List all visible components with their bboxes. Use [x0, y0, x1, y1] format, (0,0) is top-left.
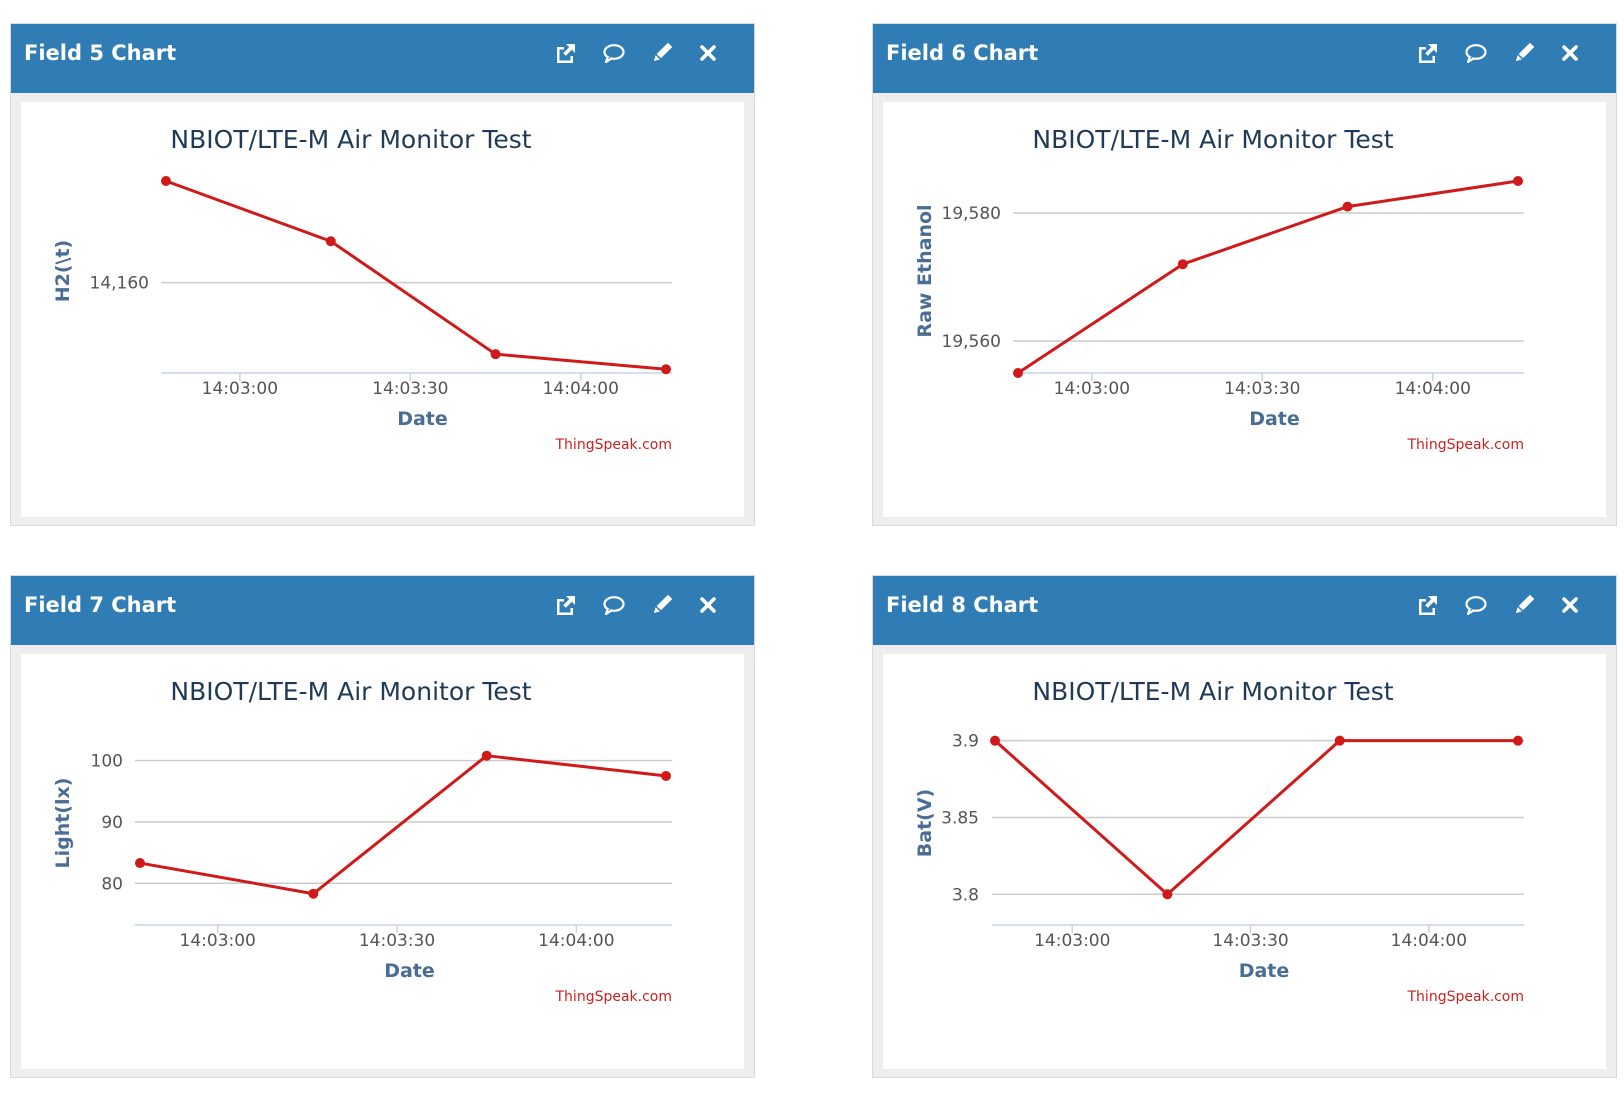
thingspeak-credit: ThingSpeak.com	[555, 437, 673, 453]
x-tick-label: 14:03:30	[359, 931, 435, 951]
x-axis-title: Date	[384, 960, 435, 982]
chart-title: NBIOT/LTE-M Air Monitor Test	[1032, 677, 1393, 706]
data-point	[1162, 889, 1173, 900]
x-tick-label: 14:04:00	[538, 931, 614, 951]
field-7-widget: Field 7 Chart NBIOT/LTE-M Air Monitor Te…	[10, 575, 755, 1078]
data-point	[661, 364, 671, 375]
comment-icon[interactable]	[1461, 590, 1491, 620]
data-point	[1177, 259, 1188, 270]
y-axis-title: H2(\t)	[52, 240, 74, 303]
field-5-widget: Field 5 Chart NBIOT/LTE-M Air Monitor Te…	[10, 23, 755, 526]
x-tick-label: 14:03:30	[372, 379, 448, 399]
series-line	[1017, 179, 1519, 375]
data-point	[1342, 201, 1353, 212]
data-point	[135, 858, 145, 869]
chart-panel: NBIOT/LTE-M Air Monitor Test 80 90 100 14:03…	[21, 654, 744, 1069]
x-axis-title: Date	[397, 408, 448, 430]
data-point	[308, 888, 319, 899]
widget-header: Field 8 Chart	[873, 576, 1616, 645]
pencil-icon[interactable]	[647, 590, 677, 620]
y-tick-label: 19,580	[942, 204, 1001, 224]
y-tick-label: 90	[101, 813, 123, 833]
x-tick-label: 14:03:00	[202, 379, 278, 399]
x-axis-title: Date	[1249, 408, 1300, 430]
x-axis-title: Date	[1239, 960, 1290, 982]
data-point	[1334, 735, 1345, 746]
y-axis-title: Bat(V)	[914, 789, 936, 857]
external-link-icon[interactable]	[551, 590, 581, 620]
data-point	[661, 770, 671, 781]
x-tick-label: 14:03:30	[1224, 379, 1300, 399]
widget-header: Field 6 Chart	[873, 24, 1616, 93]
widget-title: Field 5 Chart	[24, 41, 177, 65]
x-tick-label: 14:04:00	[1391, 931, 1467, 951]
y-tick-label: 3.85	[941, 808, 979, 828]
widget-title: Field 7 Chart	[24, 593, 177, 617]
data-point	[1513, 176, 1523, 186]
thingspeak-credit: ThingSpeak.com	[1407, 989, 1525, 1005]
data-point	[325, 236, 336, 247]
data-point	[990, 735, 1000, 746]
chart-panel: NBIOT/LTE-M Air Monitor Test 19,560 19,580…	[883, 102, 1606, 517]
field-6-widget: Field 6 Chart NBIOT/LTE-M Air Monitor Te…	[872, 23, 1617, 526]
pencil-icon[interactable]	[647, 38, 677, 68]
data-point	[490, 349, 501, 360]
pencil-icon[interactable]	[1509, 590, 1539, 620]
data-point	[161, 176, 171, 186]
x-tick-label: 14:03:00	[180, 931, 256, 951]
thingspeak-credit: ThingSpeak.com	[1407, 437, 1525, 453]
comment-icon[interactable]	[599, 38, 629, 68]
series-line	[165, 179, 667, 371]
chart-title: NBIOT/LTE-M Air Monitor Test	[170, 677, 531, 706]
field-8-widget: Field 8 Chart NBIOT/LTE-M Air Monitor Te…	[872, 575, 1617, 1078]
y-tick-label: 14,160	[90, 274, 149, 294]
y-tick-label: 100	[91, 752, 123, 772]
y-axis-title: Raw Ethanol	[914, 204, 936, 337]
y-tick-label: 3.9	[952, 732, 979, 752]
y-tick-label: 19,560	[942, 332, 1001, 352]
y-tick-label: 3.8	[952, 885, 979, 905]
x-tick-label: 14:03:00	[1054, 379, 1130, 399]
data-point	[1013, 368, 1023, 378]
line-chart: NBIOT/LTE-M Air Monitor Test 3.8 3.85 3.9 14…	[914, 677, 1525, 1005]
close-icon[interactable]	[693, 590, 723, 620]
widget-title: Field 6 Chart	[886, 41, 1039, 65]
series-line	[139, 754, 667, 896]
widget-title: Field 8 Chart	[886, 593, 1039, 617]
external-link-icon[interactable]	[1413, 590, 1443, 620]
series-line	[994, 739, 1518, 896]
chart-title: NBIOT/LTE-M Air Monitor Test	[1032, 125, 1393, 154]
comment-icon[interactable]	[599, 590, 629, 620]
chart-panel: NBIOT/LTE-M Air Monitor Test 14,160 14:03:…	[21, 102, 744, 517]
line-chart: NBIOT/LTE-M Air Monitor Test 14,160 14:03:…	[52, 125, 673, 453]
close-icon[interactable]	[1555, 38, 1585, 68]
y-axis-title: Light(lx)	[52, 778, 74, 869]
thingspeak-credit: ThingSpeak.com	[555, 989, 673, 1005]
x-tick-label: 14:04:00	[1395, 379, 1471, 399]
external-link-icon[interactable]	[551, 38, 581, 68]
x-tick-label: 14:04:00	[543, 379, 619, 399]
chart-title: NBIOT/LTE-M Air Monitor Test	[170, 125, 531, 154]
comment-icon[interactable]	[1461, 38, 1491, 68]
pencil-icon[interactable]	[1509, 38, 1539, 68]
line-chart: NBIOT/LTE-M Air Monitor Test 19,560 19,580…	[914, 125, 1525, 453]
x-tick-label: 14:03:30	[1212, 931, 1288, 951]
data-point	[1513, 735, 1523, 746]
close-icon[interactable]	[693, 38, 723, 68]
widget-header: Field 5 Chart	[11, 24, 754, 93]
y-tick-label: 80	[101, 874, 123, 894]
close-icon[interactable]	[1555, 590, 1585, 620]
widget-header: Field 7 Chart	[11, 576, 754, 645]
x-tick-label: 14:03:00	[1034, 931, 1110, 951]
external-link-icon[interactable]	[1413, 38, 1443, 68]
line-chart: NBIOT/LTE-M Air Monitor Test 80 90 100 14:03…	[52, 677, 673, 1005]
chart-panel: NBIOT/LTE-M Air Monitor Test 3.8 3.85 3.9 14…	[883, 654, 1606, 1069]
data-point	[481, 750, 492, 761]
